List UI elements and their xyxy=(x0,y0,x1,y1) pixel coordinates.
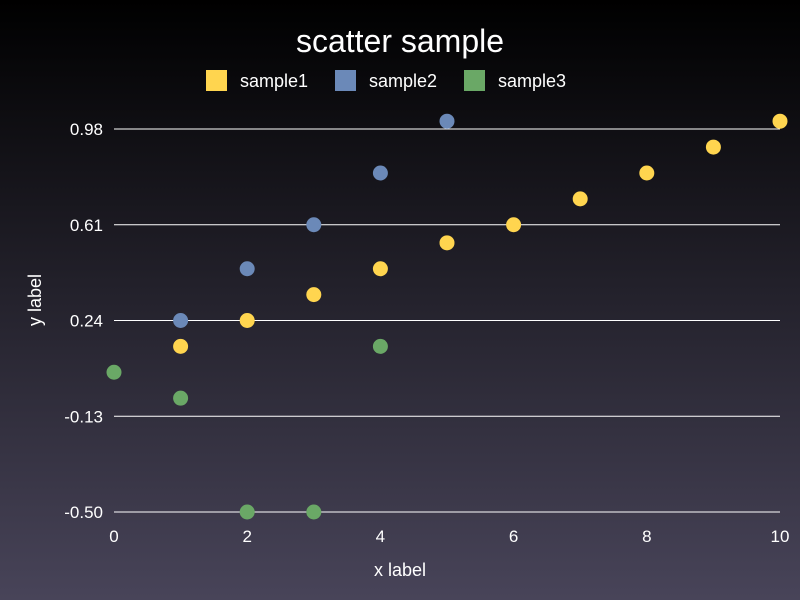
x-tick-label: 2 xyxy=(242,527,251,546)
legend-label: sample1 xyxy=(240,71,308,91)
data-point xyxy=(772,113,788,129)
legend-item-sample2: sample2 xyxy=(335,70,437,91)
x-tick-label: 4 xyxy=(376,527,385,546)
x-axis-label: x label xyxy=(374,560,426,580)
legend-label: sample3 xyxy=(498,71,566,91)
legend-swatch xyxy=(335,70,356,91)
data-point xyxy=(173,390,189,406)
x-tick-label: 8 xyxy=(642,527,651,546)
x-tick-label: 6 xyxy=(509,527,518,546)
x-tick-label: 10 xyxy=(771,527,790,546)
y-tick-label: 0.61 xyxy=(70,216,103,235)
data-point xyxy=(705,139,721,155)
x-axis-ticks: 0 2 4 6 8 10 xyxy=(109,527,789,546)
legend-swatch xyxy=(206,70,227,91)
chart-title: scatter sample xyxy=(296,23,504,59)
data-point xyxy=(372,261,388,277)
x-tick-label: 0 xyxy=(109,527,118,546)
data-points xyxy=(106,113,788,520)
data-point xyxy=(572,191,588,207)
y-tick-label: 0.98 xyxy=(70,120,103,139)
y-axis-label: y label xyxy=(25,274,45,326)
y-tick-label: -0.13 xyxy=(64,407,103,426)
data-point xyxy=(173,313,189,328)
y-tick-label: 0.24 xyxy=(70,312,103,331)
data-point xyxy=(239,313,255,328)
legend-label: sample2 xyxy=(369,71,437,91)
series-sample2 xyxy=(173,113,455,328)
data-point xyxy=(506,217,522,233)
legend-item-sample1: sample1 xyxy=(206,70,308,91)
legend-item-sample3: sample3 xyxy=(464,70,566,91)
gridlines xyxy=(114,128,780,513)
data-point xyxy=(439,113,455,129)
data-point xyxy=(239,261,255,277)
data-point xyxy=(372,165,388,181)
data-point xyxy=(173,338,189,354)
data-point xyxy=(306,217,322,233)
data-point xyxy=(239,504,255,520)
data-point xyxy=(372,338,388,354)
series-sample1 xyxy=(173,113,788,354)
series-sample3 xyxy=(106,338,388,520)
data-point xyxy=(306,504,322,520)
legend: sample1 sample2 sample3 xyxy=(206,70,566,91)
data-point xyxy=(306,287,322,303)
y-tick-label: -0.50 xyxy=(64,503,103,522)
data-point xyxy=(106,364,122,380)
legend-swatch xyxy=(464,70,485,91)
data-point xyxy=(639,165,655,181)
y-axis-ticks: -0.50 -0.13 0.24 0.61 0.98 xyxy=(64,120,103,522)
data-point xyxy=(439,235,455,251)
